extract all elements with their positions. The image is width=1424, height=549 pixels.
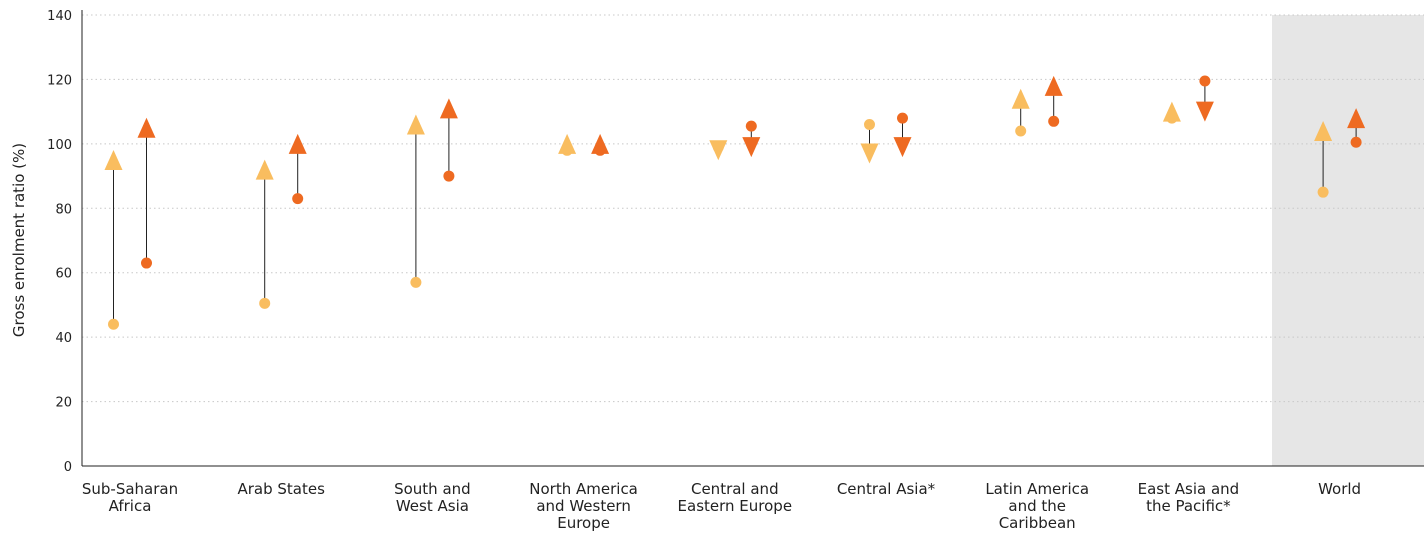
end-point-up-triangle — [104, 149, 123, 170]
end-point-down-triangle — [709, 140, 728, 161]
end-point-down-triangle — [893, 137, 912, 158]
x-category-label-line: and the — [1008, 497, 1066, 515]
start-point — [745, 120, 757, 132]
x-category-label-line: Latin America — [985, 480, 1089, 498]
end-point-up-triangle — [288, 133, 307, 154]
y-tick-label: 60 — [55, 267, 72, 282]
x-category-label: Central Asia* — [837, 480, 936, 498]
start-point — [897, 112, 908, 124]
x-category-label: Latin America and the Caribbean — [985, 480, 1089, 532]
x-category-label-line: Africa — [109, 497, 152, 515]
x-category-label-line: the Pacific* — [1146, 497, 1231, 515]
y-tick-label: 120 — [47, 73, 72, 88]
world-highlight-band — [1272, 15, 1424, 466]
start-point — [443, 170, 455, 182]
start-point — [1199, 75, 1211, 87]
end-point-up-triangle — [439, 98, 458, 119]
x-category-label-line: World — [1318, 480, 1361, 498]
start-point — [410, 276, 422, 288]
end-point-down-triangle — [742, 137, 761, 158]
y-tick-label: 80 — [55, 202, 72, 217]
end-point-up-triangle — [1347, 108, 1366, 129]
x-category-label-line: Caribbean — [999, 514, 1076, 532]
x-category-label: Central and Eastern Europe — [678, 480, 793, 515]
x-category-label-line: Eastern Europe — [678, 497, 793, 515]
x-category-label: North America and Western Europe — [529, 480, 638, 532]
end-point-up-triangle — [137, 117, 156, 138]
x-category-label-line: East Asia and — [1138, 480, 1240, 498]
x-category-label-line: North America — [529, 480, 638, 498]
end-point-up-triangle — [406, 114, 425, 135]
start-point — [1048, 115, 1060, 127]
end-point-up-triangle — [1314, 120, 1333, 141]
x-category-label: Arab States — [237, 480, 325, 498]
x-category-label-line: Sub-Saharan — [82, 480, 178, 498]
y-axis-title: Gross enrolment ratio (%) — [10, 143, 28, 337]
x-category-label: Sub-Saharan Africa — [82, 480, 178, 515]
start-point — [259, 297, 271, 309]
y-tick-label: 40 — [55, 331, 72, 346]
x-category-label: World — [1318, 480, 1361, 498]
y-tick-label: 0 — [64, 460, 72, 475]
start-point — [1350, 136, 1362, 148]
x-category-label-line: Central and — [691, 480, 779, 498]
end-point-up-triangle — [1044, 75, 1063, 96]
start-point — [1317, 186, 1329, 198]
end-point-down-triangle — [1195, 101, 1214, 122]
x-category-label-line: Central Asia* — [837, 480, 936, 498]
start-point — [864, 119, 875, 131]
start-point — [1015, 125, 1027, 137]
x-category-label: South and West Asia — [394, 480, 471, 515]
y-tick-label: 100 — [47, 138, 72, 153]
x-category-label: East Asia and the Pacific* — [1138, 480, 1240, 515]
start-point — [292, 193, 304, 205]
y-tick-label: 20 — [55, 396, 72, 411]
x-category-label-line: Europe — [557, 514, 610, 532]
start-point — [108, 318, 119, 330]
start-point — [141, 257, 152, 269]
y-tick-label: 140 — [47, 9, 72, 24]
x-category-label-line: and Western — [536, 497, 631, 515]
x-category-label-line: Arab States — [237, 480, 325, 498]
end-point-up-triangle — [558, 133, 577, 154]
end-point-down-triangle — [860, 143, 879, 164]
end-point-up-triangle — [591, 133, 610, 154]
end-point-up-triangle — [255, 159, 274, 180]
x-category-label-line: South and — [394, 480, 471, 498]
x-category-label-line: West Asia — [396, 497, 469, 515]
end-point-up-triangle — [1162, 101, 1181, 122]
end-point-up-triangle — [1011, 88, 1030, 109]
